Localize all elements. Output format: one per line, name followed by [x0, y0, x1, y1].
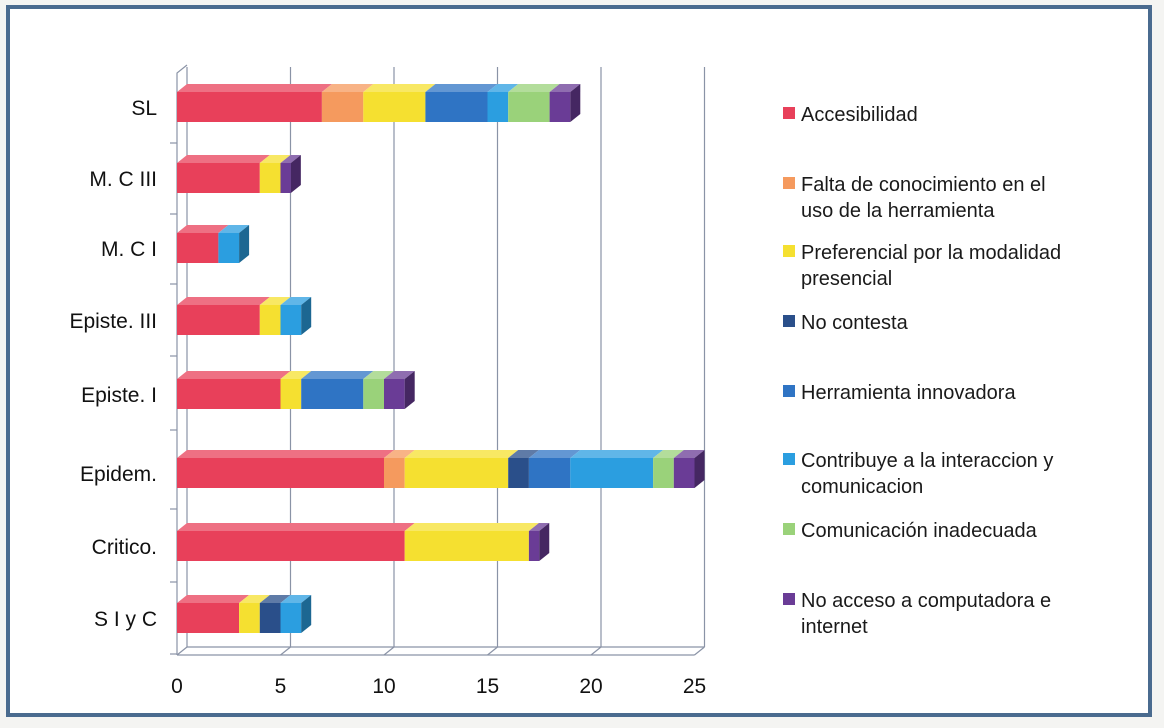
bar-segment: [259, 595, 291, 633]
bars: [177, 84, 705, 633]
bar-segment: [549, 84, 581, 122]
legend-swatch: [783, 453, 795, 465]
gridlines: [170, 64, 706, 656]
bar-segment: [177, 523, 415, 561]
bar-segment: [528, 450, 581, 488]
bar-segment: [363, 84, 436, 122]
x-tick-label: 15: [476, 675, 499, 698]
legend-label: No contesta: [801, 312, 909, 334]
bar-segment: [384, 371, 415, 409]
legend: Accesibilidad Falta de conocimiento en el…: [783, 104, 1061, 638]
legend-label: Herramienta innovadora: [801, 382, 1016, 404]
floor-line: [176, 646, 188, 656]
legend-swatch: [783, 245, 795, 257]
legend-item: No contesta: [783, 312, 909, 334]
x-tick-label: 20: [579, 675, 602, 698]
bar-segment: [280, 297, 312, 335]
legend-swatch: [783, 385, 795, 397]
x-tick-label: 10: [372, 675, 395, 698]
y-category-label: M. C III: [89, 168, 157, 191]
bar-segment: [508, 84, 560, 122]
bar-segment: [301, 371, 374, 409]
x-tick-label: 25: [683, 675, 706, 698]
bar-segment: [673, 450, 705, 488]
bar-segment: [177, 595, 250, 633]
bar-segment: [177, 84, 332, 122]
legend-swatch: [783, 593, 795, 605]
bar-segment: [280, 371, 312, 409]
y-category-label: S I y C: [94, 608, 157, 631]
bar-segment: [508, 450, 539, 488]
bar-end-face: [290, 155, 301, 193]
bar-segment: [363, 371, 394, 409]
x-tick-label: 5: [275, 675, 287, 698]
legend-item: Comunicación inadecuada: [783, 520, 1038, 542]
bar-end-face: [239, 225, 250, 263]
y-category-label: Critico.: [92, 536, 157, 559]
bar-segment: [570, 450, 664, 488]
y-axis-wall: [176, 64, 188, 655]
bar-segment: [404, 523, 539, 561]
bar-end-face: [570, 84, 581, 122]
legend-item: Falta de conocimiento en el uso de la her…: [783, 174, 1046, 222]
legend-label: Comunicación inadecuada: [801, 520, 1038, 542]
bar-segment: [280, 595, 312, 633]
bar-segment: [384, 450, 415, 488]
axis-labels: 0 5 10 15 20 25 SL M. C III M. C I Episte. III Epi…: [69, 97, 706, 698]
legend-label: No acceso a computadora e internet: [801, 590, 1051, 638]
bar-segment: [487, 84, 519, 122]
bar-segment: [528, 523, 550, 561]
bar-segment: [177, 450, 394, 488]
y-category-label: M. C I: [101, 238, 157, 261]
legend-item: No acceso a computadora e internet: [783, 590, 1051, 638]
floor-line: [383, 646, 395, 656]
legend-item: Contribuye a la interaccion y comunicacio…: [783, 450, 1053, 498]
bar-segment: [425, 84, 498, 122]
legend-item: Accesibilidad: [783, 104, 918, 126]
bar-segment: [321, 84, 374, 122]
floor-line: [590, 646, 602, 656]
bar-segment: [177, 297, 270, 335]
legend-item: Preferencial por la modalidad presencial: [783, 242, 1061, 290]
y-category-label: SL: [131, 97, 157, 120]
floor-line: [280, 646, 291, 656]
x-tick-label: 0: [171, 675, 183, 698]
y-category-label: Episte. I: [81, 384, 157, 407]
legend-label: Falta de conocimiento en el uso de la her…: [801, 174, 1046, 222]
bar-end-face: [301, 595, 312, 633]
legend-swatch: [783, 315, 795, 327]
floor-line: [694, 646, 705, 656]
bar-segment: [239, 595, 270, 633]
legend-swatch: [783, 107, 795, 119]
floor-line: [487, 646, 498, 656]
y-category-label: Episte. III: [69, 310, 157, 333]
bar-segment: [177, 225, 229, 263]
bar-segment: [280, 155, 301, 193]
bar-segment: [653, 450, 684, 488]
bar-end-face: [301, 297, 312, 335]
legend-swatch: [783, 523, 795, 535]
chart-frame: 0 5 10 15 20 25 SL M. C III M. C I Episte. III Epi…: [6, 5, 1152, 717]
bar-segment: [259, 297, 291, 335]
legend-label: Accesibilidad: [801, 104, 918, 126]
bar-end-face: [404, 371, 415, 409]
bar-segment: [218, 225, 250, 263]
legend-label: Preferencial por la modalidad presencial: [801, 242, 1061, 290]
bar-segment: [177, 155, 270, 193]
bar-end-face: [539, 523, 550, 561]
legend-swatch: [783, 177, 795, 189]
legend-item: Herramienta innovadora: [783, 382, 1016, 404]
bar-end-face: [694, 450, 705, 488]
bar-segment: [259, 155, 291, 193]
bar-segment: [177, 371, 291, 409]
stacked-bar-chart: 0 5 10 15 20 25 SL M. C III M. C I Episte. III Epi…: [69, 64, 1061, 698]
y-category-label: Epidem.: [80, 463, 157, 486]
bar-segment: [404, 450, 519, 488]
legend-label: Contribuye a la interaccion y comunicacio…: [801, 450, 1053, 498]
